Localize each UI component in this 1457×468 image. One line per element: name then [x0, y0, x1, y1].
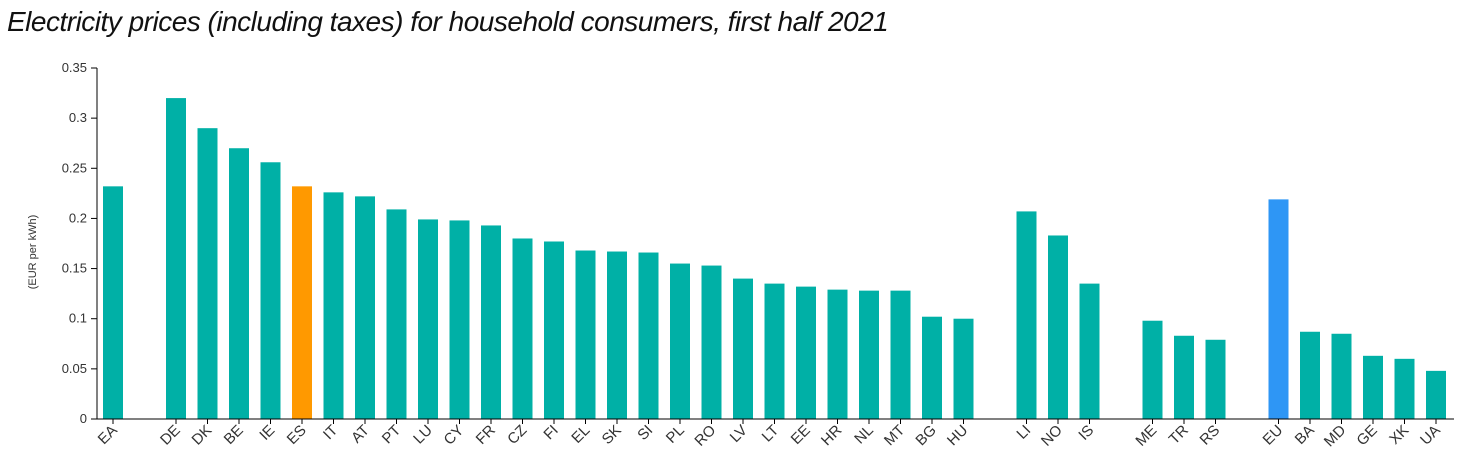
- x-tick-label-cy: CY: [441, 422, 468, 449]
- x-tick-label-ie: IE: [256, 422, 278, 444]
- bar-lt[interactable]: [764, 283, 785, 419]
- x-axis: EA DE DK BE IE ES IT AT PT LU CY FR CZ FI EL SK SI PL RO LV…: [95, 418, 1454, 451]
- bar-no[interactable]: [1048, 235, 1068, 419]
- x-tick-label-li: LI: [1013, 422, 1034, 443]
- bar-ro[interactable]: [701, 265, 722, 419]
- bar-ge[interactable]: [1363, 355, 1383, 419]
- bar-de[interactable]: [166, 98, 186, 419]
- bar-rs[interactable]: [1205, 339, 1226, 419]
- x-tick-label-ea: EA: [95, 422, 121, 448]
- bar-ba[interactable]: [1300, 331, 1320, 419]
- bar-ee[interactable]: [796, 286, 816, 419]
- x-tick-label-no: NO: [1038, 422, 1066, 450]
- x-tick-label-tr: TR: [1166, 422, 1192, 448]
- x-tick-label-cz: CZ: [504, 422, 530, 448]
- x-tick-label-ua: UA: [1417, 422, 1444, 449]
- bar-dk[interactable]: [197, 128, 218, 419]
- bar-ea[interactable]: [103, 186, 123, 419]
- bar-li[interactable]: [1016, 211, 1037, 419]
- x-tick-label-dk: DK: [189, 422, 216, 449]
- x-tick-label-si: SI: [634, 422, 656, 444]
- x-tick-label-md: MD: [1321, 422, 1350, 451]
- bar-nl[interactable]: [859, 290, 879, 419]
- x-tick-label-me: ME: [1132, 422, 1160, 450]
- y-tick-label: 0.2: [69, 210, 87, 225]
- x-tick-label-sk: SK: [599, 422, 625, 448]
- bars: [103, 98, 1446, 420]
- x-tick-label-mt: MT: [881, 422, 908, 449]
- bar-cy[interactable]: [449, 220, 470, 419]
- y-tick-label: 0.25: [62, 160, 87, 175]
- y-axis: 0 0.05 0.1 0.15 0.2 0.25 0.3 0.35: [62, 60, 98, 426]
- x-tick-label-de: DE: [157, 422, 184, 449]
- x-tick-label-rs: RS: [1197, 422, 1224, 449]
- x-tick-label-be: BE: [221, 422, 247, 448]
- bar-lv[interactable]: [733, 278, 753, 419]
- x-tick-label-ro: RO: [691, 422, 719, 450]
- y-tick-label: 0.3: [69, 110, 87, 125]
- bar-me[interactable]: [1142, 320, 1163, 419]
- bar-md[interactable]: [1331, 333, 1352, 419]
- y-tick-label: 0.05: [62, 361, 87, 376]
- y-tick-label: 0.1: [69, 311, 87, 326]
- x-tick-label-ba: BA: [1292, 422, 1318, 448]
- bar-ie[interactable]: [260, 162, 281, 420]
- bar-xk[interactable]: [1394, 358, 1415, 419]
- x-tick-label-it: IT: [320, 422, 341, 443]
- x-tick-label-is: IS: [1075, 422, 1097, 444]
- y-tick-label: 0.15: [62, 261, 87, 276]
- x-tick-label-es: ES: [284, 422, 310, 448]
- bar-eu[interactable]: [1268, 199, 1289, 419]
- bar-es[interactable]: [292, 186, 312, 419]
- x-tick-label-pt: PT: [379, 422, 405, 448]
- bar-fi[interactable]: [544, 241, 564, 419]
- bar-lu[interactable]: [418, 219, 438, 419]
- bar-hu[interactable]: [953, 318, 974, 419]
- x-tick-label-nl: NL: [851, 422, 877, 448]
- x-tick-label-at: AT: [348, 422, 373, 447]
- bar-mt[interactable]: [890, 290, 911, 419]
- y-tick-label: 0: [80, 411, 87, 426]
- bar-pt[interactable]: [386, 209, 407, 419]
- y-axis-label: (EUR per kWh): [27, 215, 39, 290]
- chart-title: Electricity prices (including taxes) for…: [7, 6, 889, 37]
- x-tick-label-fi: FI: [540, 422, 561, 443]
- x-tick-label-lt: LT: [759, 422, 783, 446]
- x-tick-label-hu: HU: [944, 422, 971, 449]
- x-tick-label-fr: FR: [473, 422, 499, 448]
- y-tick-label: 0.35: [62, 60, 87, 75]
- bar-tr[interactable]: [1174, 335, 1194, 419]
- x-tick-label-lu: LU: [410, 422, 436, 448]
- bar-it[interactable]: [323, 192, 344, 419]
- bar-fr[interactable]: [481, 225, 501, 419]
- x-tick-label-xk: XK: [1386, 422, 1412, 448]
- x-tick-label-el: EL: [568, 422, 593, 447]
- x-tick-label-ge: GE: [1353, 422, 1380, 449]
- bar-ua[interactable]: [1426, 370, 1446, 419]
- x-tick-label-lv: LV: [727, 422, 751, 446]
- bar-cz[interactable]: [512, 238, 533, 419]
- x-tick-label-eu: EU: [1260, 422, 1287, 449]
- bar-is[interactable]: [1079, 283, 1100, 419]
- x-tick-label-pl: PL: [663, 422, 688, 447]
- bar-at[interactable]: [355, 196, 375, 419]
- x-tick-label-bg: BG: [912, 422, 939, 449]
- bar-hr[interactable]: [827, 289, 848, 419]
- x-tick-label-hr: HR: [818, 422, 845, 449]
- bar-be[interactable]: [229, 148, 249, 419]
- bar-sk[interactable]: [607, 251, 627, 419]
- bar-bg[interactable]: [922, 316, 942, 419]
- bar-el[interactable]: [575, 250, 596, 419]
- x-tick-label-ee: EE: [788, 422, 814, 448]
- bar-pl[interactable]: [670, 263, 690, 419]
- bar-si[interactable]: [638, 252, 659, 419]
